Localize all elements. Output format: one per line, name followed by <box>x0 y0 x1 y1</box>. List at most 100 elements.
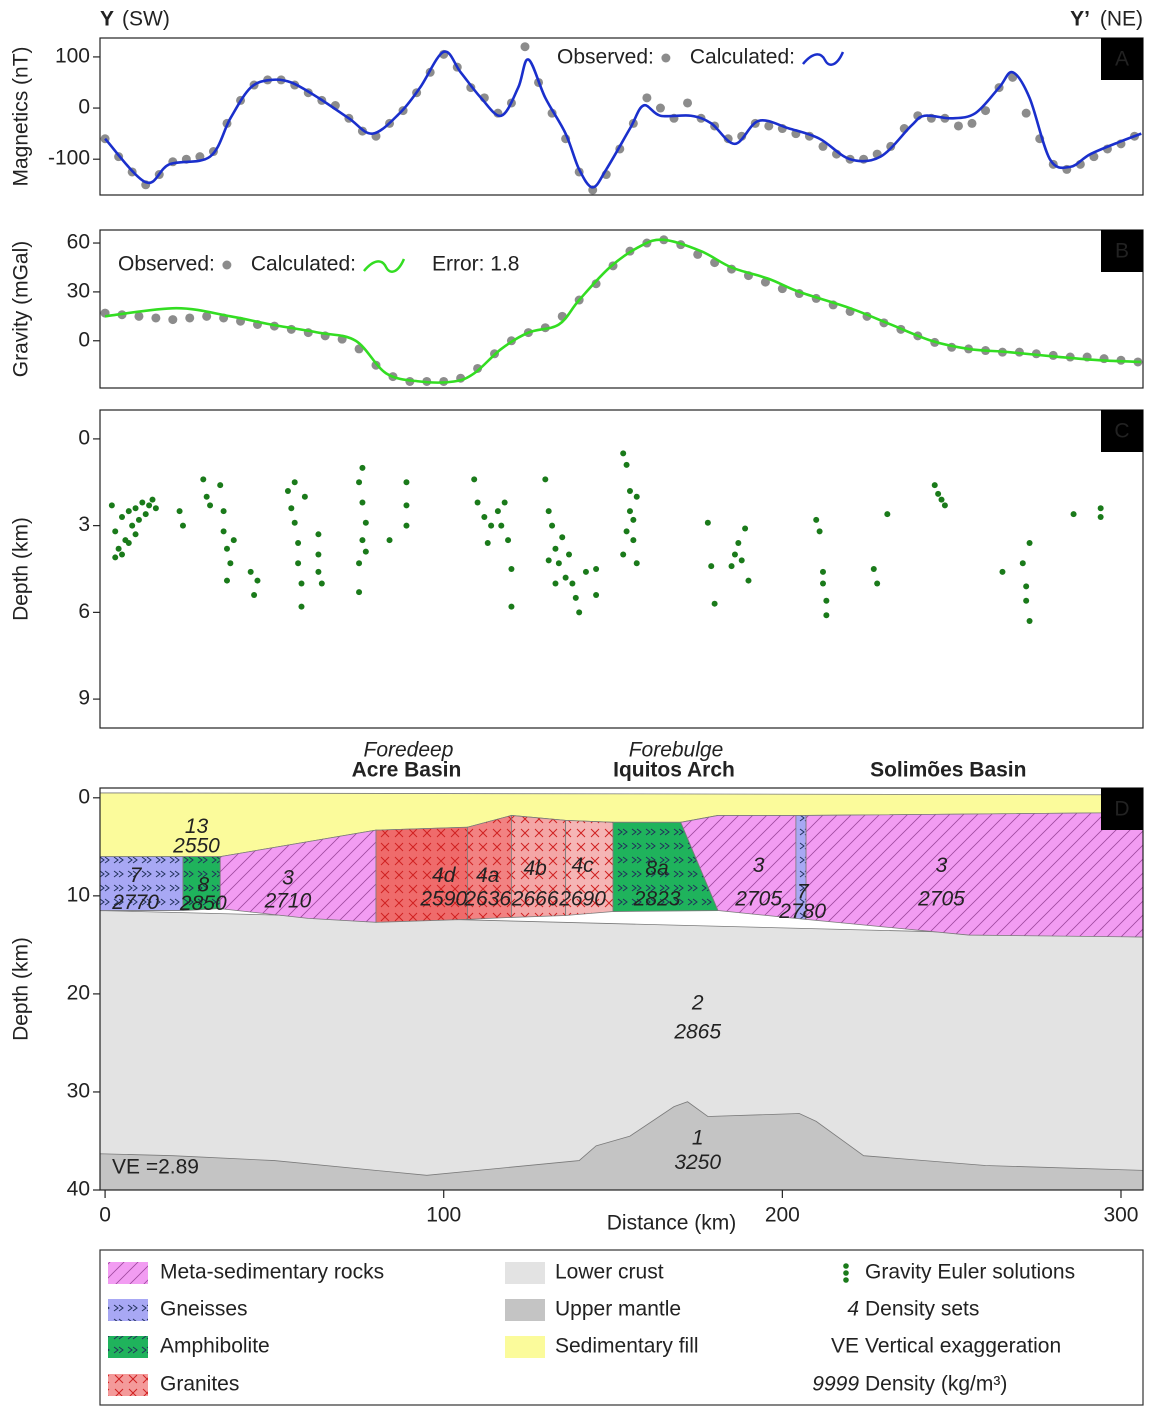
euler-solution <box>152 505 159 512</box>
euler-solution <box>356 589 363 596</box>
body-label: 7 <box>130 864 143 887</box>
y-tick-label: -100 <box>48 147 90 170</box>
euler-solution <box>200 476 207 483</box>
plot-area <box>100 230 1143 388</box>
legend-label: Density sets <box>865 1298 979 1321</box>
euler-solution <box>220 528 227 535</box>
legend-label: Upper mantle <box>555 1298 681 1321</box>
euler-solution <box>227 560 234 567</box>
euler-solution <box>298 603 305 610</box>
body-label: 4b <box>523 857 547 880</box>
legend-symbol: VE <box>831 1335 859 1358</box>
legend-swatch <box>108 1262 148 1284</box>
plot-background <box>100 410 1143 728</box>
legend-label: Gneisses <box>160 1298 248 1321</box>
y-tick-label: 3 <box>78 513 90 536</box>
euler-solution <box>474 499 481 506</box>
euler-solution <box>935 490 942 497</box>
y-tick-label: 100 <box>55 44 90 67</box>
profile-start: Y <box>100 8 114 31</box>
legend-swatch <box>108 1299 148 1321</box>
euler-solution <box>1097 505 1104 512</box>
euler-solution <box>359 537 366 544</box>
euler-solution <box>129 522 136 529</box>
euler-solution <box>247 568 254 575</box>
profile-end: Y’ <box>1070 8 1090 31</box>
euler-solution <box>220 508 227 515</box>
euler-solution <box>745 577 752 584</box>
euler-solution <box>623 461 630 468</box>
euler-solution <box>630 537 637 544</box>
legend-box <box>99 1249 1144 1406</box>
euler-solution <box>545 508 552 515</box>
euler-solution <box>505 537 512 544</box>
body-density: 2636 <box>463 887 511 910</box>
y-tick-label: 0 <box>78 785 90 808</box>
euler-solution <box>471 476 478 483</box>
plot-area: 22865132501325507277082850327104d25904a2… <box>100 788 1143 1190</box>
euler-solution <box>139 499 146 506</box>
panel-letter-box <box>1101 38 1143 80</box>
y-tick-label: 30 <box>67 279 90 302</box>
euler-solution <box>711 600 718 607</box>
euler-solution <box>288 505 295 512</box>
euler-solution <box>508 566 515 572</box>
euler-solution <box>179 522 186 529</box>
panel-letter-box <box>1101 788 1143 830</box>
euler-solution <box>731 551 738 558</box>
legend-label: Sedimentary fill <box>555 1335 699 1358</box>
region-name: Iquitos Arch <box>613 759 735 782</box>
legend-label: Calculated: <box>251 253 356 276</box>
legend-label: Density (kg/m³) <box>865 1373 1007 1396</box>
observed-point <box>642 93 652 103</box>
euler-solution <box>481 513 488 520</box>
body-label: 1 <box>692 1127 704 1150</box>
observed-point <box>520 42 530 52</box>
euler-solution <box>630 516 637 523</box>
legend-symbol: 9999 <box>812 1373 859 1396</box>
euler-solution <box>708 563 715 570</box>
euler-solution <box>386 537 393 544</box>
y-axis-label: Depth (km) <box>10 517 33 621</box>
observed-point <box>760 277 770 287</box>
euler-solution <box>633 560 640 567</box>
euler-solution <box>488 522 495 529</box>
euler-solution <box>295 539 302 546</box>
body-density: 2590 <box>419 887 467 910</box>
euler-solution <box>816 528 823 535</box>
euler-solution <box>108 502 115 509</box>
observed-point <box>134 311 144 321</box>
observed-point <box>693 249 703 259</box>
body-density: 2780 <box>778 900 826 923</box>
profile-end-dir: (NE) <box>1100 8 1143 31</box>
euler-solution <box>576 609 583 616</box>
y-axis-label: Depth (km) <box>10 937 33 1041</box>
y-axis-label: Gravity (mGal) <box>10 241 33 378</box>
body-density: 2823 <box>633 887 681 910</box>
euler-solution <box>1097 513 1104 520</box>
euler-solution <box>291 519 298 526</box>
observed-point <box>655 103 665 113</box>
euler-solution <box>494 508 501 515</box>
geologic-body <box>100 1101 1143 1190</box>
legend-symbol: 4 <box>847 1298 859 1321</box>
euler-solution <box>559 534 566 541</box>
region-subtitle: Foredeep <box>364 739 454 762</box>
euler-solution <box>823 612 830 619</box>
euler-solution <box>572 594 579 601</box>
x-tick-label: 200 <box>765 1204 800 1227</box>
euler-solution <box>112 528 119 535</box>
legend-label: Observed: <box>118 253 215 276</box>
euler-solution <box>251 592 258 599</box>
euler-solution <box>125 508 132 515</box>
body-label: 3 <box>936 854 948 877</box>
x-tick-label: 100 <box>426 1204 461 1227</box>
body-label: 4c <box>571 854 594 877</box>
euler-solution <box>149 496 156 503</box>
legend-marker <box>661 53 671 63</box>
observed-point <box>764 121 774 131</box>
y-tick-label: 40 <box>67 1178 90 1201</box>
euler-solution <box>132 531 139 538</box>
euler-solution <box>356 560 363 567</box>
